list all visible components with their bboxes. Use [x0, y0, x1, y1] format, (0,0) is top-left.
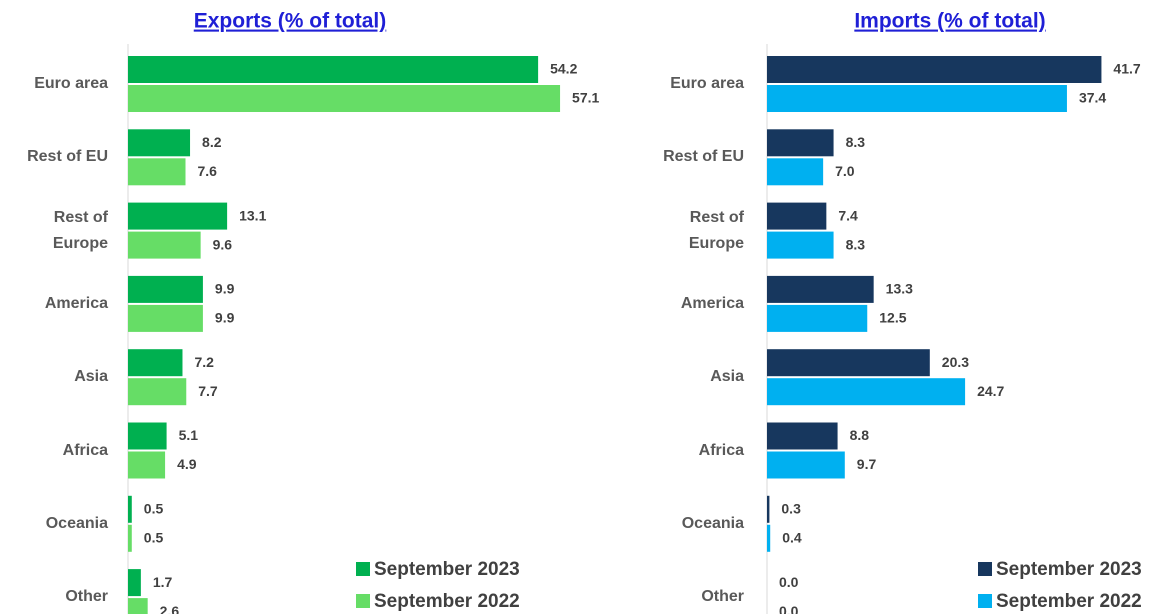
data-label: 5.1 [179, 427, 199, 443]
data-label: 57.1 [572, 90, 599, 106]
bar [128, 349, 183, 377]
bar [767, 56, 1102, 83]
bar [767, 422, 838, 450]
data-label: 4.9 [177, 456, 197, 472]
category-label: Asia [74, 368, 108, 386]
data-label: 0.5 [144, 530, 164, 546]
category-label: Africa [62, 441, 108, 459]
bar [128, 85, 561, 112]
data-label: 0.0 [779, 574, 799, 590]
category-label: Rest of Europe [688, 208, 744, 252]
category-label: Euro area [670, 75, 744, 92]
data-label: 0.0 [779, 603, 799, 614]
legend-label: September 2022 [374, 591, 520, 612]
data-label: 8.8 [850, 427, 870, 443]
data-label: 8.3 [846, 236, 866, 252]
bar [767, 202, 827, 230]
data-label: 37.4 [1079, 90, 1106, 106]
bar [128, 451, 166, 479]
bar [767, 451, 845, 479]
chart-title: Imports (% of total) [854, 10, 1045, 33]
bar [767, 129, 834, 157]
bar [128, 495, 132, 523]
bar [128, 56, 539, 83]
category-label: Oceania [45, 514, 108, 532]
bar [128, 202, 228, 230]
category-label: America [680, 294, 744, 312]
bar [128, 304, 203, 332]
data-label: 7.7 [198, 383, 218, 399]
category-label: Rest of EU [27, 148, 108, 166]
bar [128, 158, 186, 186]
data-label: 7.4 [838, 207, 858, 223]
category-label: Rest of Europe [52, 208, 108, 252]
legend-label: September 2022 [996, 591, 1142, 612]
legend-swatch [356, 562, 370, 576]
data-label: 2.6 [160, 603, 180, 614]
category-label: Africa [698, 441, 744, 459]
bar [767, 231, 834, 259]
bar [128, 569, 141, 597]
bar [128, 275, 203, 303]
bar [767, 275, 874, 303]
bar [767, 304, 868, 332]
category-label: Asia [710, 368, 744, 386]
bar [128, 598, 148, 614]
data-label: 20.3 [942, 354, 969, 370]
data-label: 8.3 [846, 134, 866, 150]
category-label: Euro area [34, 75, 108, 92]
bar [767, 158, 824, 186]
data-label: 9.9 [215, 281, 235, 297]
legend-swatch [978, 562, 992, 576]
legend-swatch [978, 594, 992, 608]
data-label: 12.5 [879, 310, 906, 326]
bar [767, 378, 966, 406]
bar [767, 349, 930, 377]
bar [128, 231, 201, 259]
bar [128, 129, 191, 157]
bar [767, 85, 1067, 112]
data-label: 0.4 [782, 530, 802, 546]
data-label: 7.6 [198, 163, 218, 179]
data-label: 8.2 [202, 134, 222, 150]
data-label: 7.0 [835, 163, 855, 179]
category-label: Rest of EU [663, 148, 744, 166]
bar [128, 378, 187, 406]
bar [128, 422, 167, 450]
data-label: 9.7 [857, 456, 877, 472]
data-label: 0.3 [781, 501, 801, 517]
data-label: 0.5 [144, 501, 164, 517]
legend-swatch [356, 594, 370, 608]
data-label: 9.6 [213, 236, 233, 252]
bar [767, 495, 770, 523]
data-label: 41.7 [1113, 61, 1140, 77]
data-label: 13.3 [886, 281, 913, 297]
data-label: 7.2 [194, 354, 214, 370]
data-label: 54.2 [550, 61, 577, 77]
bar [767, 524, 771, 552]
category-label: Other [701, 588, 744, 606]
legend-label: September 2023 [374, 559, 520, 580]
bar [128, 524, 132, 552]
chart-title: Exports (% of total) [194, 10, 387, 33]
category-label: Oceania [681, 514, 744, 532]
data-label: 13.1 [239, 207, 266, 223]
data-label: 24.7 [977, 383, 1004, 399]
legend-label: September 2023 [996, 559, 1142, 580]
category-label: Other [65, 588, 108, 606]
data-label: 9.9 [215, 310, 235, 326]
category-label: America [44, 294, 108, 312]
data-label: 1.7 [153, 574, 173, 590]
